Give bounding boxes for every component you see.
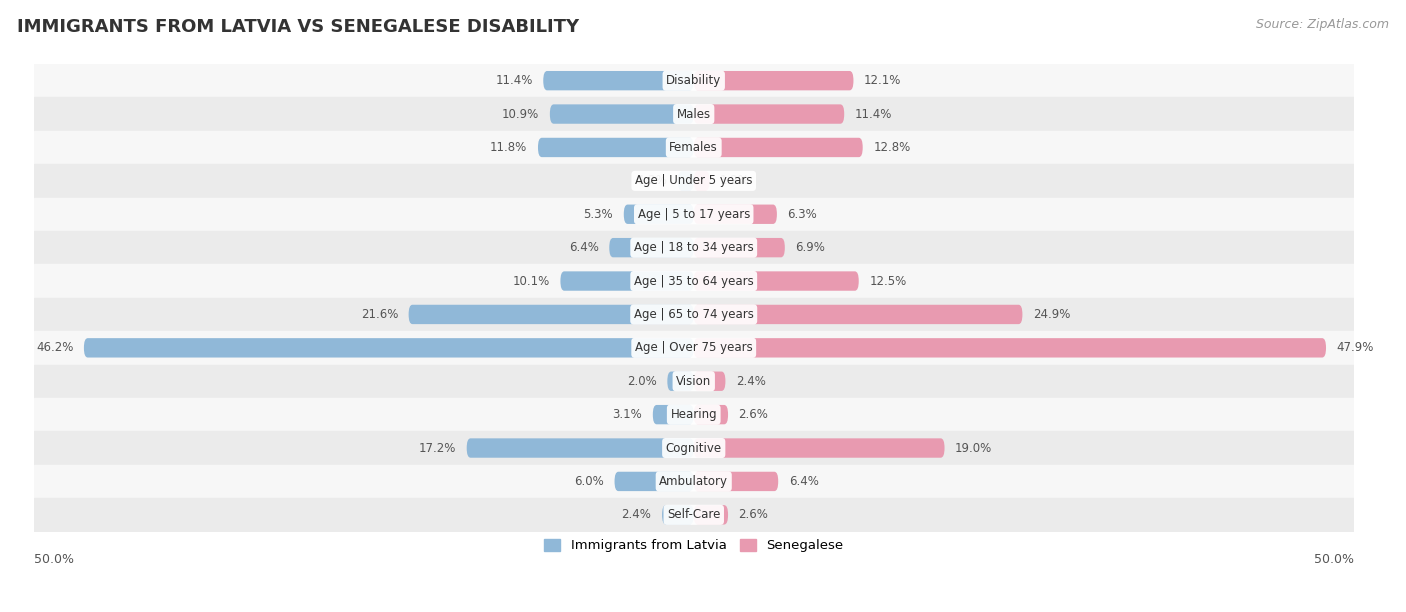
FancyBboxPatch shape [693, 138, 863, 157]
Text: 2.4%: 2.4% [621, 509, 651, 521]
FancyBboxPatch shape [543, 71, 693, 91]
FancyBboxPatch shape [409, 305, 693, 324]
FancyBboxPatch shape [609, 238, 693, 257]
Text: 46.2%: 46.2% [37, 341, 73, 354]
FancyBboxPatch shape [693, 371, 725, 391]
Bar [34, 164, 1354, 198]
Text: 11.4%: 11.4% [495, 74, 533, 87]
FancyBboxPatch shape [693, 105, 844, 124]
Bar [34, 64, 1354, 97]
Bar [34, 97, 1354, 131]
FancyBboxPatch shape [693, 71, 853, 91]
Bar [34, 498, 1354, 531]
FancyBboxPatch shape [693, 238, 785, 257]
Text: Ambulatory: Ambulatory [659, 475, 728, 488]
Text: 47.9%: 47.9% [1337, 341, 1374, 354]
Text: 6.0%: 6.0% [574, 475, 605, 488]
FancyBboxPatch shape [668, 371, 693, 391]
Bar [34, 231, 1354, 264]
Text: Age | 65 to 74 years: Age | 65 to 74 years [634, 308, 754, 321]
Text: Disability: Disability [666, 74, 721, 87]
FancyBboxPatch shape [84, 338, 693, 357]
FancyBboxPatch shape [693, 505, 728, 524]
Bar [34, 298, 1354, 331]
Text: 6.9%: 6.9% [796, 241, 825, 254]
Text: Males: Males [676, 108, 711, 121]
Text: Hearing: Hearing [671, 408, 717, 421]
Bar [34, 331, 1354, 365]
Text: 12.5%: 12.5% [869, 275, 907, 288]
Text: 10.1%: 10.1% [513, 275, 550, 288]
Text: 12.8%: 12.8% [873, 141, 911, 154]
Text: Females: Females [669, 141, 718, 154]
Text: 1.2%: 1.2% [720, 174, 749, 187]
FancyBboxPatch shape [693, 204, 778, 224]
FancyBboxPatch shape [693, 405, 728, 424]
FancyBboxPatch shape [652, 405, 693, 424]
Text: 2.6%: 2.6% [738, 408, 769, 421]
Text: 5.3%: 5.3% [583, 207, 613, 221]
FancyBboxPatch shape [693, 472, 778, 491]
FancyBboxPatch shape [550, 105, 693, 124]
Bar [34, 198, 1354, 231]
FancyBboxPatch shape [693, 305, 1022, 324]
Text: 12.1%: 12.1% [865, 74, 901, 87]
Text: 6.4%: 6.4% [789, 475, 818, 488]
Text: Cognitive: Cognitive [665, 441, 721, 455]
Text: Source: ZipAtlas.com: Source: ZipAtlas.com [1256, 18, 1389, 31]
FancyBboxPatch shape [693, 338, 1326, 357]
FancyBboxPatch shape [693, 171, 710, 190]
Text: Age | 35 to 64 years: Age | 35 to 64 years [634, 275, 754, 288]
Text: 3.1%: 3.1% [613, 408, 643, 421]
Text: Age | 18 to 34 years: Age | 18 to 34 years [634, 241, 754, 254]
FancyBboxPatch shape [624, 204, 693, 224]
Text: IMMIGRANTS FROM LATVIA VS SENEGALESE DISABILITY: IMMIGRANTS FROM LATVIA VS SENEGALESE DIS… [17, 18, 579, 36]
Text: Age | Over 75 years: Age | Over 75 years [636, 341, 752, 354]
FancyBboxPatch shape [693, 271, 859, 291]
Text: Self-Care: Self-Care [666, 509, 720, 521]
Text: Vision: Vision [676, 375, 711, 388]
Bar [34, 131, 1354, 164]
Bar [34, 465, 1354, 498]
FancyBboxPatch shape [561, 271, 693, 291]
Legend: Immigrants from Latvia, Senegalese: Immigrants from Latvia, Senegalese [538, 534, 848, 558]
Text: 11.8%: 11.8% [491, 141, 527, 154]
FancyBboxPatch shape [467, 438, 693, 458]
Text: Age | 5 to 17 years: Age | 5 to 17 years [637, 207, 749, 221]
FancyBboxPatch shape [678, 171, 693, 190]
FancyBboxPatch shape [693, 438, 945, 458]
Text: 11.4%: 11.4% [855, 108, 893, 121]
Text: 17.2%: 17.2% [419, 441, 456, 455]
FancyBboxPatch shape [662, 505, 693, 524]
FancyBboxPatch shape [538, 138, 693, 157]
Text: 6.4%: 6.4% [569, 241, 599, 254]
Text: 19.0%: 19.0% [955, 441, 993, 455]
FancyBboxPatch shape [614, 472, 693, 491]
Text: 2.6%: 2.6% [738, 509, 769, 521]
Text: 6.3%: 6.3% [787, 207, 817, 221]
Bar [34, 264, 1354, 298]
Text: 50.0%: 50.0% [1313, 553, 1354, 566]
Bar [34, 398, 1354, 431]
Text: 2.4%: 2.4% [735, 375, 766, 388]
Text: 24.9%: 24.9% [1033, 308, 1070, 321]
Text: Age | Under 5 years: Age | Under 5 years [636, 174, 752, 187]
Bar [34, 365, 1354, 398]
Text: 2.0%: 2.0% [627, 375, 657, 388]
Text: 1.2%: 1.2% [637, 174, 668, 187]
Text: 10.9%: 10.9% [502, 108, 540, 121]
Bar [34, 431, 1354, 465]
Text: 21.6%: 21.6% [361, 308, 398, 321]
Text: 50.0%: 50.0% [34, 553, 73, 566]
